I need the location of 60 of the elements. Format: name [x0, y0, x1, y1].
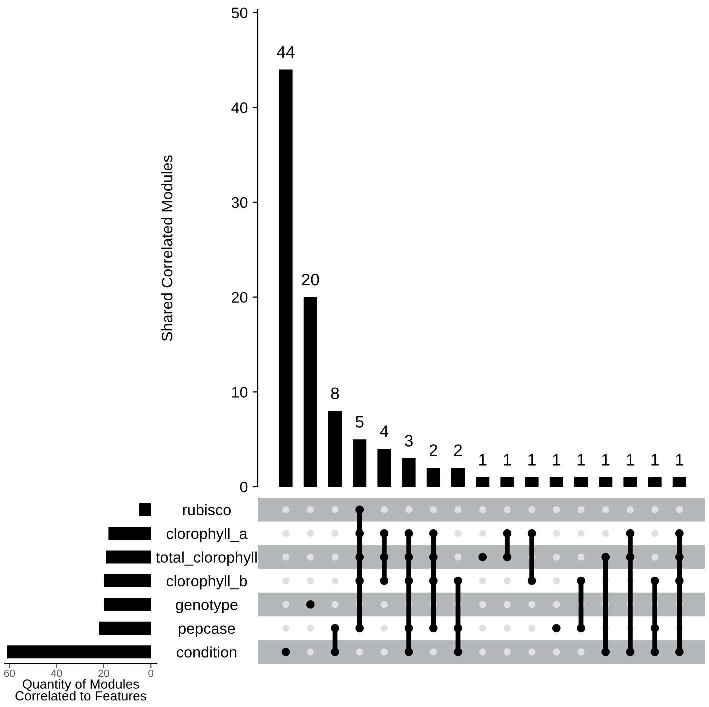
y-tick-label: 30: [232, 197, 248, 208]
x-axis-title: Quantity of Modules Correlated to Features: [16, 679, 147, 701]
y-tick-label: rubisco: [183, 504, 231, 516]
bar: [624, 478, 638, 487]
bar: [599, 478, 613, 487]
data-label: 1: [627, 454, 634, 466]
bar: [139, 503, 152, 516]
y-axis-title: Shared Correlated Modules: [161, 156, 173, 342]
bar: [672, 478, 686, 487]
data-label: 5: [356, 416, 364, 428]
bar: [378, 449, 392, 487]
data-label: 1: [652, 454, 659, 466]
bar: [104, 598, 152, 612]
bar: [279, 70, 293, 487]
bar: [550, 478, 564, 487]
bar: [328, 411, 342, 487]
x-tick-label: 60: [4, 670, 16, 678]
data-label: 1: [578, 454, 586, 466]
bar: [574, 478, 588, 487]
data-label: 1: [479, 454, 487, 466]
bar: [108, 527, 152, 540]
bar: [353, 440, 367, 487]
bar: [104, 574, 152, 588]
data-label: 1: [528, 454, 536, 466]
data-label: 1: [553, 454, 560, 466]
y-tick-label: genotype: [176, 600, 238, 614]
bar: [500, 478, 514, 487]
data-label: 1: [504, 454, 512, 466]
bar: [304, 297, 318, 487]
x-tick-label: 40: [51, 670, 62, 678]
data-label: 4: [380, 426, 389, 438]
bar: [525, 478, 539, 487]
x-tick-label: 20: [98, 670, 110, 678]
data-label: 2: [454, 444, 462, 456]
data-label: 2: [430, 444, 438, 456]
data-label: 1: [676, 454, 684, 466]
y-tick-label: total_clorophyll: [156, 552, 257, 566]
y-tick-label: 10: [232, 387, 248, 398]
y-tick-label: clorophyll_b: [166, 575, 248, 590]
data-label: 20: [302, 274, 320, 286]
y-tick-label: 20: [232, 292, 248, 304]
y-tick-label: clorophyll_a: [166, 528, 248, 542]
y-tick-label: pepcase: [179, 626, 236, 638]
bar: [451, 468, 466, 487]
x-tick-label: 0: [148, 670, 154, 678]
data-label: 8: [331, 388, 340, 400]
y-tick-label: 0: [240, 482, 248, 493]
bar: [106, 550, 152, 564]
data-label: 3: [405, 435, 413, 447]
bar: [7, 646, 152, 659]
bar: [476, 478, 490, 487]
data-label: 1: [602, 454, 610, 466]
bar: [402, 458, 416, 487]
bar: [648, 478, 662, 487]
bar: [99, 622, 152, 635]
data-label: 44: [277, 46, 295, 58]
y-tick-label: condition: [177, 646, 237, 658]
y-tick-label: 40: [232, 102, 248, 114]
y-tick-label: 50: [232, 8, 248, 19]
bar: [426, 468, 440, 487]
